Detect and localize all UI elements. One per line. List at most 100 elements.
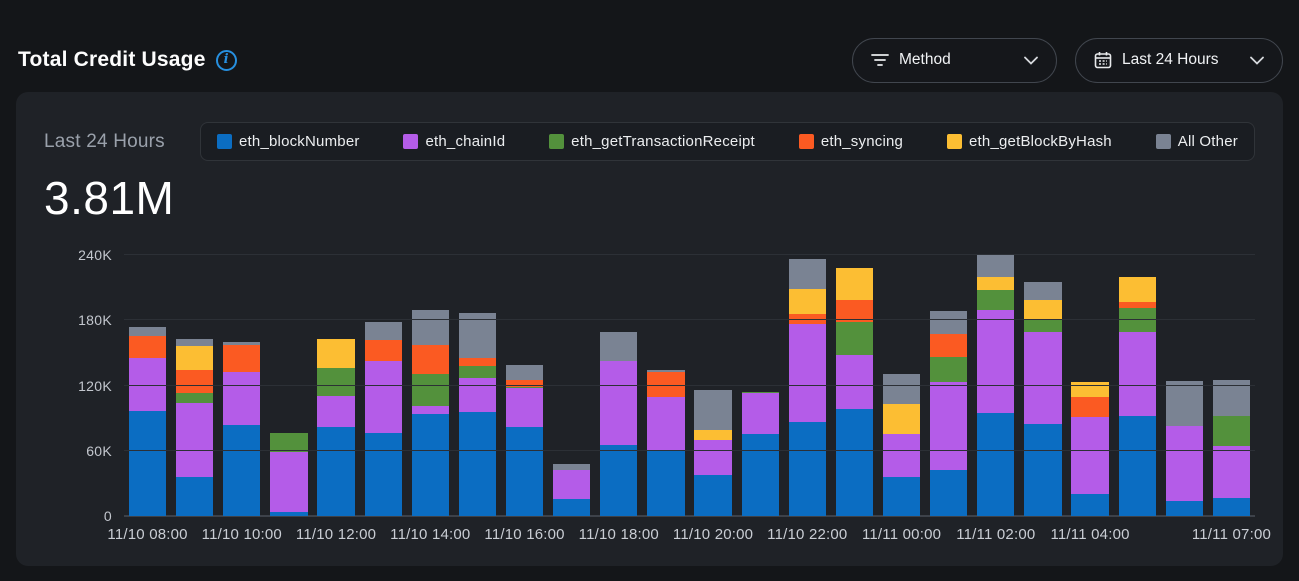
bar[interactable] bbox=[505, 255, 544, 516]
bar-segment bbox=[835, 299, 874, 323]
filter-icon bbox=[871, 52, 889, 68]
bar-segment bbox=[128, 326, 167, 336]
bar-slot bbox=[1019, 255, 1066, 516]
bar-segment bbox=[458, 358, 497, 366]
y-tick-label: 60K bbox=[86, 442, 112, 459]
bar-segment bbox=[1071, 382, 1109, 398]
chevron-down-icon bbox=[1024, 56, 1038, 65]
legend-item[interactable]: eth_getTransactionReceipt bbox=[549, 133, 755, 150]
x-axis: 11/10 08:00 11/10 10:00 11/10 12:00 11/10 1… bbox=[107, 524, 1270, 560]
bar-segment bbox=[1212, 380, 1251, 416]
bar[interactable] bbox=[835, 255, 874, 516]
bars-container bbox=[124, 255, 1255, 516]
x-tick-label: 11/11 04:00 bbox=[1050, 526, 1130, 543]
legend-item[interactable]: eth_getBlockByHash bbox=[947, 133, 1112, 150]
bar[interactable] bbox=[1118, 255, 1156, 516]
bar[interactable] bbox=[1071, 255, 1109, 516]
bar-slot bbox=[548, 255, 595, 516]
bar-slot bbox=[407, 255, 454, 516]
bar-segment bbox=[1024, 423, 1062, 516]
info-icon[interactable]: i bbox=[215, 49, 237, 71]
bar-segment bbox=[647, 370, 685, 373]
bar[interactable] bbox=[1165, 255, 1203, 516]
bar[interactable] bbox=[1024, 255, 1062, 516]
bar[interactable] bbox=[128, 255, 167, 516]
x-tick-label: 11/10 14:00 bbox=[390, 526, 471, 543]
legend-swatch bbox=[1155, 134, 1171, 149]
bar[interactable] bbox=[788, 255, 826, 516]
bar[interactable] bbox=[647, 255, 685, 516]
bar-segment bbox=[411, 413, 449, 516]
bar-segment bbox=[977, 310, 1015, 413]
bar[interactable] bbox=[977, 255, 1015, 516]
bar-segment bbox=[223, 372, 261, 425]
bar[interactable] bbox=[317, 255, 355, 516]
y-tick-label: 240K bbox=[78, 247, 112, 263]
bar-segment bbox=[505, 380, 544, 387]
bar-segment bbox=[694, 474, 732, 516]
y-tick-label: 180K bbox=[78, 312, 112, 329]
bar-slot bbox=[1114, 255, 1161, 516]
bar-segment bbox=[694, 389, 732, 431]
legend-item[interactable]: All Other bbox=[1155, 133, 1238, 150]
bar[interactable] bbox=[176, 255, 214, 516]
method-filter-dropdown[interactable]: Method bbox=[852, 37, 1057, 83]
bar-segment bbox=[553, 470, 591, 499]
bar-segment bbox=[364, 322, 402, 340]
bar-segment bbox=[1024, 299, 1062, 320]
bar-segment bbox=[835, 322, 874, 356]
bar-segment bbox=[223, 342, 261, 346]
bar[interactable] bbox=[930, 255, 968, 516]
legend-swatch bbox=[947, 134, 962, 149]
x-tick-label: 11/10 20:00 bbox=[672, 526, 754, 543]
gridline bbox=[124, 384, 1255, 386]
bar[interactable] bbox=[458, 255, 497, 516]
bar[interactable] bbox=[1212, 255, 1251, 516]
bar-segment bbox=[176, 402, 214, 477]
bar-segment bbox=[411, 345, 449, 374]
legend-item[interactable]: eth_blockNumber bbox=[217, 133, 360, 150]
bar-segment bbox=[1071, 397, 1109, 418]
bar[interactable] bbox=[600, 255, 638, 516]
bar-slot bbox=[1161, 255, 1208, 516]
x-tick-label: 11/10 16:00 bbox=[484, 526, 565, 543]
bar[interactable] bbox=[270, 255, 308, 516]
calendar-icon bbox=[1094, 51, 1112, 69]
bar[interactable] bbox=[882, 255, 921, 516]
bar-segment bbox=[317, 338, 355, 369]
bar-segment bbox=[176, 393, 214, 403]
bar[interactable] bbox=[553, 255, 591, 516]
bar-slot bbox=[501, 255, 548, 516]
legend-item[interactable]: eth_syncing bbox=[798, 133, 903, 150]
bar[interactable] bbox=[364, 255, 402, 516]
legend-swatch bbox=[403, 134, 419, 149]
bar[interactable] bbox=[741, 255, 779, 516]
y-axis: 0 60K 120K 180K 240K bbox=[44, 247, 124, 524]
time-range-dropdown[interactable]: Last 24 Hours bbox=[1075, 37, 1283, 83]
chart-legend: eth_blockNumber eth_chainId eth_getTransac… bbox=[200, 122, 1255, 161]
legend-label: eth_getTransactionReceipt bbox=[571, 133, 755, 150]
gridline bbox=[124, 254, 1255, 255]
x-tick-label: 11/11 02:00 bbox=[956, 526, 1036, 543]
bar-segment bbox=[788, 288, 826, 314]
bar-segment bbox=[411, 373, 449, 407]
bar-segment bbox=[364, 360, 402, 434]
bar-slot bbox=[124, 255, 171, 516]
bar-slot bbox=[737, 255, 784, 516]
bar-segment bbox=[1165, 381, 1203, 426]
bar-segment bbox=[458, 411, 497, 516]
bar-segment bbox=[835, 355, 874, 410]
bar-segment bbox=[977, 412, 1015, 516]
legend-item[interactable]: eth_chainId bbox=[403, 133, 505, 150]
bar-segment bbox=[176, 346, 214, 371]
summary-range-label: Last 24 Hours bbox=[44, 131, 165, 152]
bar-segment bbox=[1165, 425, 1203, 501]
bar[interactable] bbox=[223, 255, 261, 516]
bar[interactable] bbox=[694, 255, 732, 516]
x-tick-label: 11/10 18:00 bbox=[578, 526, 659, 543]
bar[interactable] bbox=[411, 255, 449, 516]
bar-slot bbox=[595, 255, 642, 516]
bar-slot bbox=[360, 255, 407, 516]
legend-label: eth_getBlockByHash bbox=[969, 133, 1112, 150]
bar-segment bbox=[741, 392, 779, 394]
